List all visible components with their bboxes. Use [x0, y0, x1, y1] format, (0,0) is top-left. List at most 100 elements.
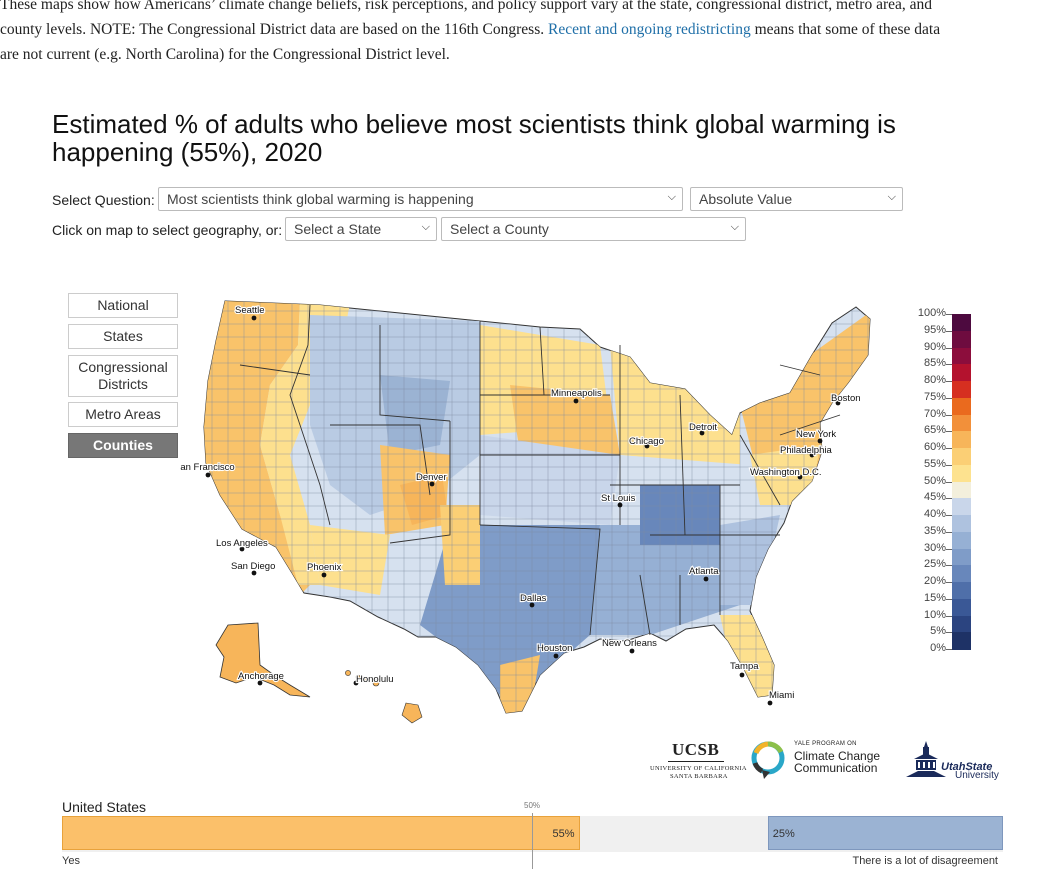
city-label-miami: Miami	[769, 690, 794, 701]
legend-tick-label: 25%	[923, 558, 946, 571]
ucsb-logo-main: UCSB	[672, 740, 720, 759]
city-label-san-francisco: San Francisco	[180, 462, 235, 473]
intro-text-a: county levels. NOTE: The Congressional D…	[0, 21, 548, 38]
bar-yes-value: 55%	[552, 828, 575, 840]
city-label-minneapolis: Minneapolis	[551, 388, 602, 399]
city-label-san-diego: San Diego	[231, 561, 275, 572]
geo-button-states[interactable]: States	[68, 324, 178, 349]
county-select[interactable]: Select a County ⌵	[441, 217, 746, 241]
legend-tick-mark	[946, 498, 952, 500]
geo-button-counties[interactable]: Counties	[68, 433, 178, 458]
bar-midpoint-label: 50%	[524, 801, 541, 810]
legend-color-swatch	[952, 632, 971, 650]
intro-paragraph: These maps show how Americans’ climate c…	[0, 0, 1062, 67]
legend-tick-mark	[946, 448, 952, 449]
city-label-philadelphia: Philadelphia	[780, 445, 832, 456]
legend-tick-label: 35%	[923, 524, 946, 537]
choropleth-map[interactable]: Seattle San Francisco Los Angeles San Di…	[180, 285, 900, 725]
legend-tick-mark	[946, 481, 952, 483]
legend-color-swatch	[952, 414, 971, 432]
legend-color-swatch	[952, 582, 971, 600]
geo-button-congressional-districts[interactable]: Congressional Districts	[68, 355, 178, 397]
usu-logo-line2: University	[955, 770, 999, 781]
legend-color-swatch	[952, 515, 971, 533]
legend-tick-label: 80%	[923, 374, 946, 386]
hawaii[interactable]	[345, 670, 423, 724]
legend-tick-label: 65%	[923, 424, 946, 437]
intro-line-3: are not current (e.g. North Carolina) fo…	[0, 46, 450, 63]
legend-color-swatch	[952, 381, 971, 399]
city-label-atlanta: Atlanta	[689, 566, 719, 577]
legend-color-swatch	[952, 364, 971, 382]
ucsb-logo-sub2: SANTA BARBARA	[670, 773, 728, 780]
city-label-detroit: Detroit	[689, 422, 717, 433]
legend-color-swatch	[952, 330, 971, 348]
alaska[interactable]	[215, 622, 311, 698]
state-select[interactable]: Select a State ⌵	[285, 217, 437, 241]
legend-color-swatch	[952, 481, 971, 499]
legend-color-swatch	[952, 448, 971, 466]
city-label-chicago: Chicago	[629, 436, 664, 447]
city-label-denver: Denver	[416, 472, 447, 483]
state-borders	[239, 304, 841, 636]
map-title: Estimated % of adults who believe most s…	[52, 109, 896, 167]
legend-tick-label: 85%	[923, 357, 946, 370]
legend-tick-mark	[946, 598, 952, 600]
legend-tick-mark	[946, 431, 952, 433]
legend-tick-mark	[946, 381, 952, 382]
bar-left-caption: Yes	[62, 855, 80, 867]
legend-tick-label: 5%	[930, 625, 946, 638]
state-select-placeholder: Select a State	[294, 221, 382, 237]
value-type-select-value: Absolute Value	[699, 191, 793, 207]
legend-tick-mark	[946, 565, 952, 567]
legend-tick-label: 95%	[923, 323, 946, 336]
legend-tick-mark	[946, 632, 952, 634]
legend-color-swatch	[952, 548, 971, 566]
legend-tick-label: 60%	[923, 441, 946, 453]
city-label-los-angeles: Los Angeles	[216, 538, 268, 549]
city-label-tampa: Tampa	[730, 661, 759, 672]
bar-no-value: 25%	[772, 828, 795, 840]
intro-line-1: These maps show how Americans’ climate c…	[0, 0, 933, 13]
legend-tick-mark	[946, 531, 952, 533]
legend-tick-label: 90%	[923, 340, 946, 353]
city-label-phoenix: Phoenix	[307, 562, 342, 573]
legend-color-swatch	[952, 464, 971, 482]
chevron-down-icon: ⌵	[667, 191, 676, 203]
legend-tick-label: 75%	[923, 390, 946, 403]
legend-tick-label: 40%	[923, 508, 946, 520]
legend-color-swatch	[952, 347, 971, 365]
legend-tick-label: 45%	[923, 491, 946, 504]
chevron-down-icon: ⌵	[730, 221, 739, 233]
question-select-value: Most scientists think global warming is …	[167, 191, 474, 207]
legend-color-swatch	[952, 314, 971, 332]
chevron-down-icon: ⌵	[421, 221, 430, 233]
legend-tick-mark	[946, 582, 952, 583]
legend-color-swatch	[952, 531, 971, 549]
geo-button-metro-areas[interactable]: Metro Areas	[68, 402, 178, 427]
legend-tick-mark	[946, 515, 952, 516]
legend-tick-mark	[946, 464, 952, 466]
intro-line-2: county levels. NOTE: The Congressional D…	[0, 17, 1062, 42]
geo-button-national[interactable]: National	[68, 293, 178, 318]
legend-tick-label: 15%	[923, 591, 946, 604]
bar-region-label: United States	[62, 799, 147, 815]
question-select[interactable]: Most scientists think global warming is …	[158, 187, 683, 211]
intro-text-b: means that some of these data	[750, 21, 941, 38]
legend-tick-mark	[946, 649, 952, 650]
legend-tick-label: 0%	[930, 642, 946, 654]
value-type-select[interactable]: Absolute Value ⌵	[690, 187, 903, 211]
yale-logo-line1: Climate Change	[794, 749, 881, 763]
city-label-honolulu: Honolulu	[356, 674, 394, 685]
city-label-new-york: New York	[796, 429, 836, 440]
legend-color-swatch	[952, 598, 971, 616]
chevron-down-icon: ⌵	[887, 191, 896, 203]
bar-midpoint-line	[532, 813, 533, 869]
legend-tick-mark	[946, 548, 952, 550]
city-label-houston: Houston	[537, 643, 572, 654]
legend-tick-mark	[946, 314, 952, 315]
city-markers: Seattle San Francisco Los Angeles San Di…	[180, 304, 862, 706]
yale-speech-bubble-icon	[751, 741, 785, 779]
redistricting-link[interactable]: Recent and ongoing redistricting	[547, 21, 751, 38]
bar-yes-segment: 55%	[62, 816, 580, 850]
